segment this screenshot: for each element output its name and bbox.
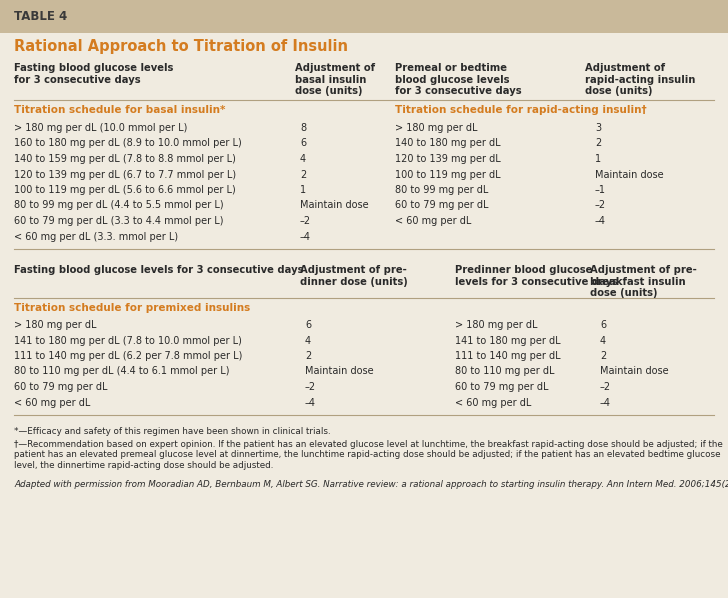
Text: 2: 2 [300,169,306,179]
Text: 80 to 110 mg per dL (4.4 to 6.1 mmol per L): 80 to 110 mg per dL (4.4 to 6.1 mmol per… [14,367,229,377]
Text: Maintain dose: Maintain dose [600,367,668,377]
Text: 100 to 119 mg per dL: 100 to 119 mg per dL [395,169,501,179]
Text: < 60 mg per dL: < 60 mg per dL [395,216,471,226]
Text: > 180 mg per dL: > 180 mg per dL [455,320,537,330]
Text: 80 to 99 mg per dL (4.4 to 5.5 mmol per L): 80 to 99 mg per dL (4.4 to 5.5 mmol per … [14,200,223,210]
Text: 140 to 159 mg per dL (7.8 to 8.8 mmol per L): 140 to 159 mg per dL (7.8 to 8.8 mmol pe… [14,154,236,164]
Text: Adjustment of
basal insulin
dose (units): Adjustment of basal insulin dose (units) [295,63,375,96]
Text: 120 to 139 mg per dL (6.7 to 7.7 mmol per L): 120 to 139 mg per dL (6.7 to 7.7 mmol pe… [14,169,236,179]
Text: Adjustment of pre-
dinner dose (units): Adjustment of pre- dinner dose (units) [300,265,408,286]
Text: 120 to 139 mg per dL: 120 to 139 mg per dL [395,154,501,164]
Text: 4: 4 [300,154,306,164]
Text: > 180 mg per dL: > 180 mg per dL [395,123,478,133]
Text: Premeal or bedtime
blood glucose levels
for 3 consecutive days: Premeal or bedtime blood glucose levels … [395,63,522,96]
Text: –2: –2 [305,382,316,392]
Text: > 180 mg per dL (10.0 mmol per L): > 180 mg per dL (10.0 mmol per L) [14,123,187,133]
Text: 160 to 180 mg per dL (8.9 to 10.0 mmol per L): 160 to 180 mg per dL (8.9 to 10.0 mmol p… [14,139,242,148]
Text: 4: 4 [305,335,311,346]
Text: 60 to 79 mg per dL: 60 to 79 mg per dL [395,200,488,210]
Text: –2: –2 [300,216,311,226]
Text: *—Efficacy and safety of this regimen have been shown in clinical trials.: *—Efficacy and safety of this regimen ha… [14,427,331,436]
Text: –4: –4 [300,231,311,242]
Text: 60 to 79 mg per dL: 60 to 79 mg per dL [455,382,548,392]
Text: Maintain dose: Maintain dose [305,367,373,377]
Text: –1: –1 [595,185,606,195]
Text: Maintain dose: Maintain dose [595,169,664,179]
Text: 6: 6 [600,320,606,330]
Text: 111 to 140 mg per dL: 111 to 140 mg per dL [455,351,561,361]
Text: > 180 mg per dL: > 180 mg per dL [14,320,97,330]
Text: < 60 mg per dL: < 60 mg per dL [14,398,90,407]
Text: Titration schedule for rapid-acting insulin†: Titration schedule for rapid-acting insu… [395,105,646,115]
Text: 100 to 119 mg per dL (5.6 to 6.6 mmol per L): 100 to 119 mg per dL (5.6 to 6.6 mmol pe… [14,185,236,195]
Text: 141 to 180 mg per dL (7.8 to 10.0 mmol per L): 141 to 180 mg per dL (7.8 to 10.0 mmol p… [14,335,242,346]
Text: Titration schedule for basal insulin*: Titration schedule for basal insulin* [14,105,226,115]
Text: 2: 2 [600,351,606,361]
Text: Titration schedule for premixed insulins: Titration schedule for premixed insulins [14,303,250,313]
Text: Fasting blood glucose levels for 3 consecutive days: Fasting blood glucose levels for 3 conse… [14,265,304,275]
Text: 6: 6 [300,139,306,148]
Text: –2: –2 [595,200,606,210]
Text: < 60 mg per dL (3.3. mmol per L): < 60 mg per dL (3.3. mmol per L) [14,231,178,242]
Text: –4: –4 [595,216,606,226]
Text: 80 to 110 mg per dL: 80 to 110 mg per dL [455,367,555,377]
Bar [0,0,728,33]
Text: 8: 8 [300,123,306,133]
Text: Adjustment of
rapid-acting insulin
dose (units): Adjustment of rapid-acting insulin dose … [585,63,695,96]
Text: 3: 3 [595,123,601,133]
Text: 60 to 79 mg per dL (3.3 to 4.4 mmol per L): 60 to 79 mg per dL (3.3 to 4.4 mmol per … [14,216,223,226]
Text: –4: –4 [305,398,316,407]
Text: 140 to 180 mg per dL: 140 to 180 mg per dL [395,139,501,148]
Text: –2: –2 [600,382,611,392]
Text: †—Recommendation based on expert opinion. If the patient has an elevated glucose: †—Recommendation based on expert opinion… [14,440,723,470]
Text: Adjustment of pre-
breakfast insulin
dose (units): Adjustment of pre- breakfast insulin dos… [590,265,697,298]
Text: 111 to 140 mg per dL (6.2 per 7.8 mmol per L): 111 to 140 mg per dL (6.2 per 7.8 mmol p… [14,351,242,361]
Text: 2: 2 [595,139,601,148]
Text: 1: 1 [300,185,306,195]
Text: 60 to 79 mg per dL: 60 to 79 mg per dL [14,382,108,392]
Text: Rational Approach to Titration of Insulin: Rational Approach to Titration of Insuli… [14,38,348,53]
Text: 141 to 180 mg per dL: 141 to 180 mg per dL [455,335,561,346]
Text: 2: 2 [305,351,312,361]
Text: 6: 6 [305,320,311,330]
Text: 80 to 99 mg per dL: 80 to 99 mg per dL [395,185,488,195]
Text: Predinner blood glucose
levels for 3 consecutive days: Predinner blood glucose levels for 3 con… [455,265,618,286]
Text: < 60 mg per dL: < 60 mg per dL [455,398,531,407]
Text: 1: 1 [595,154,601,164]
Text: TABLE 4: TABLE 4 [14,10,67,23]
Text: Adapted with permission from Mooradian AD, Bernbaum M, Albert SG. Narrative revi: Adapted with permission from Mooradian A… [14,480,728,489]
Text: Maintain dose: Maintain dose [300,200,368,210]
Text: Fasting blood glucose levels
for 3 consecutive days: Fasting blood glucose levels for 3 conse… [14,63,173,84]
Text: 4: 4 [600,335,606,346]
Text: –4: –4 [600,398,611,407]
